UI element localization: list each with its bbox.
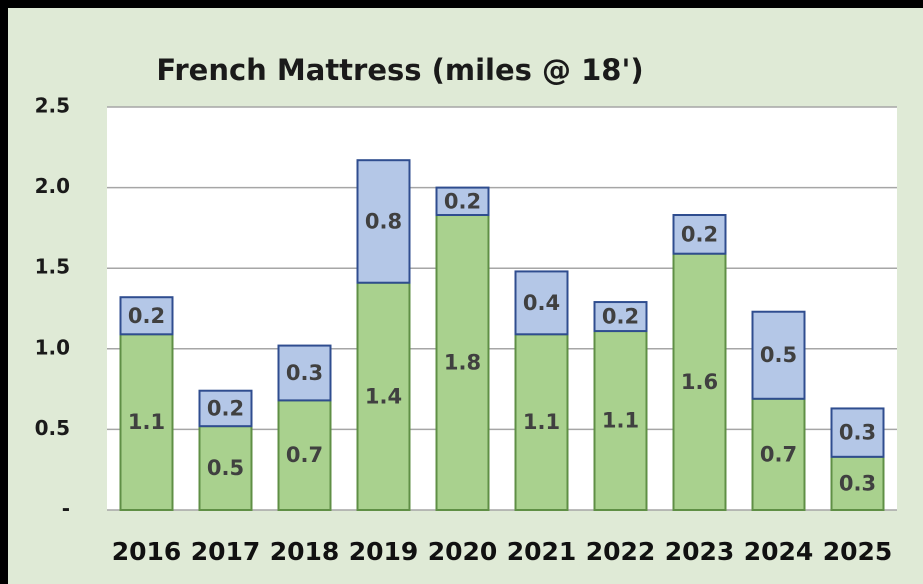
bar-segment: [751, 397, 806, 511]
y-tick-label: 2.0: [35, 174, 70, 198]
data-label: 0.5: [207, 456, 244, 480]
bar-segment: [593, 301, 648, 333]
bar-segment: [198, 389, 253, 428]
data-label: 0.2: [681, 222, 718, 246]
x-tick-label: 2022: [586, 537, 656, 566]
bar-segment: [356, 281, 411, 512]
y-tick-label: 1.5: [35, 255, 70, 279]
bar-segment: [751, 310, 806, 400]
bar-segment: [119, 333, 174, 511]
x-tick-label: 2023: [665, 537, 735, 566]
bar-segment: [277, 399, 332, 511]
data-label: 0.7: [760, 442, 797, 466]
bar-segment: [277, 344, 332, 402]
bar-segment: [435, 186, 490, 217]
y-tick-label: 0.5: [35, 416, 70, 440]
x-tick-label: 2024: [744, 537, 814, 566]
y-tick-label: 2.5: [35, 94, 70, 118]
bar-segment: [356, 159, 411, 284]
data-label: 0.4: [523, 291, 560, 315]
data-label: 0.2: [207, 396, 244, 420]
data-label: 1.1: [128, 410, 165, 434]
data-label: 1.1: [602, 409, 639, 433]
bar-segment: [514, 333, 569, 511]
data-label: 0.5: [760, 343, 797, 367]
bar-segment: [593, 330, 648, 511]
x-tick-label: 2016: [112, 537, 182, 566]
data-label: 0.3: [839, 471, 876, 495]
bar-segment: [830, 455, 885, 511]
bar-segment: [514, 270, 569, 336]
bar-segment: [119, 296, 174, 336]
y-tick-label: -: [62, 497, 70, 521]
data-label: 0.7: [286, 443, 323, 467]
y-tick-label: 1.0: [35, 335, 70, 359]
data-label: 0.8: [365, 209, 402, 233]
data-label: 0.2: [444, 189, 481, 213]
data-label: 1.4: [365, 384, 402, 408]
data-label: 0.2: [128, 304, 165, 328]
data-label: 1.1: [523, 410, 560, 434]
data-label: 1.6: [681, 370, 718, 394]
bar-segment: [672, 214, 727, 255]
data-label: 0.2: [602, 305, 639, 329]
x-tick-label: 2020: [428, 537, 498, 566]
bar-segment: [672, 252, 727, 512]
data-label: 0.3: [286, 361, 323, 385]
x-tick-label: 2019: [349, 537, 419, 566]
chart-title: French Mattress (miles @ 18'): [156, 53, 643, 87]
x-tick-label: 2021: [507, 537, 577, 566]
x-tick-label: 2018: [270, 537, 340, 566]
x-tick-label: 2017: [191, 537, 261, 566]
data-label: 1.8: [444, 351, 481, 375]
x-tick-label: 2025: [823, 537, 893, 566]
data-label: 0.3: [839, 421, 876, 445]
bar-segment: [830, 407, 885, 458]
